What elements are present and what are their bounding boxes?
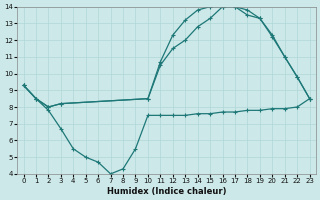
X-axis label: Humidex (Indice chaleur): Humidex (Indice chaleur)	[107, 187, 226, 196]
